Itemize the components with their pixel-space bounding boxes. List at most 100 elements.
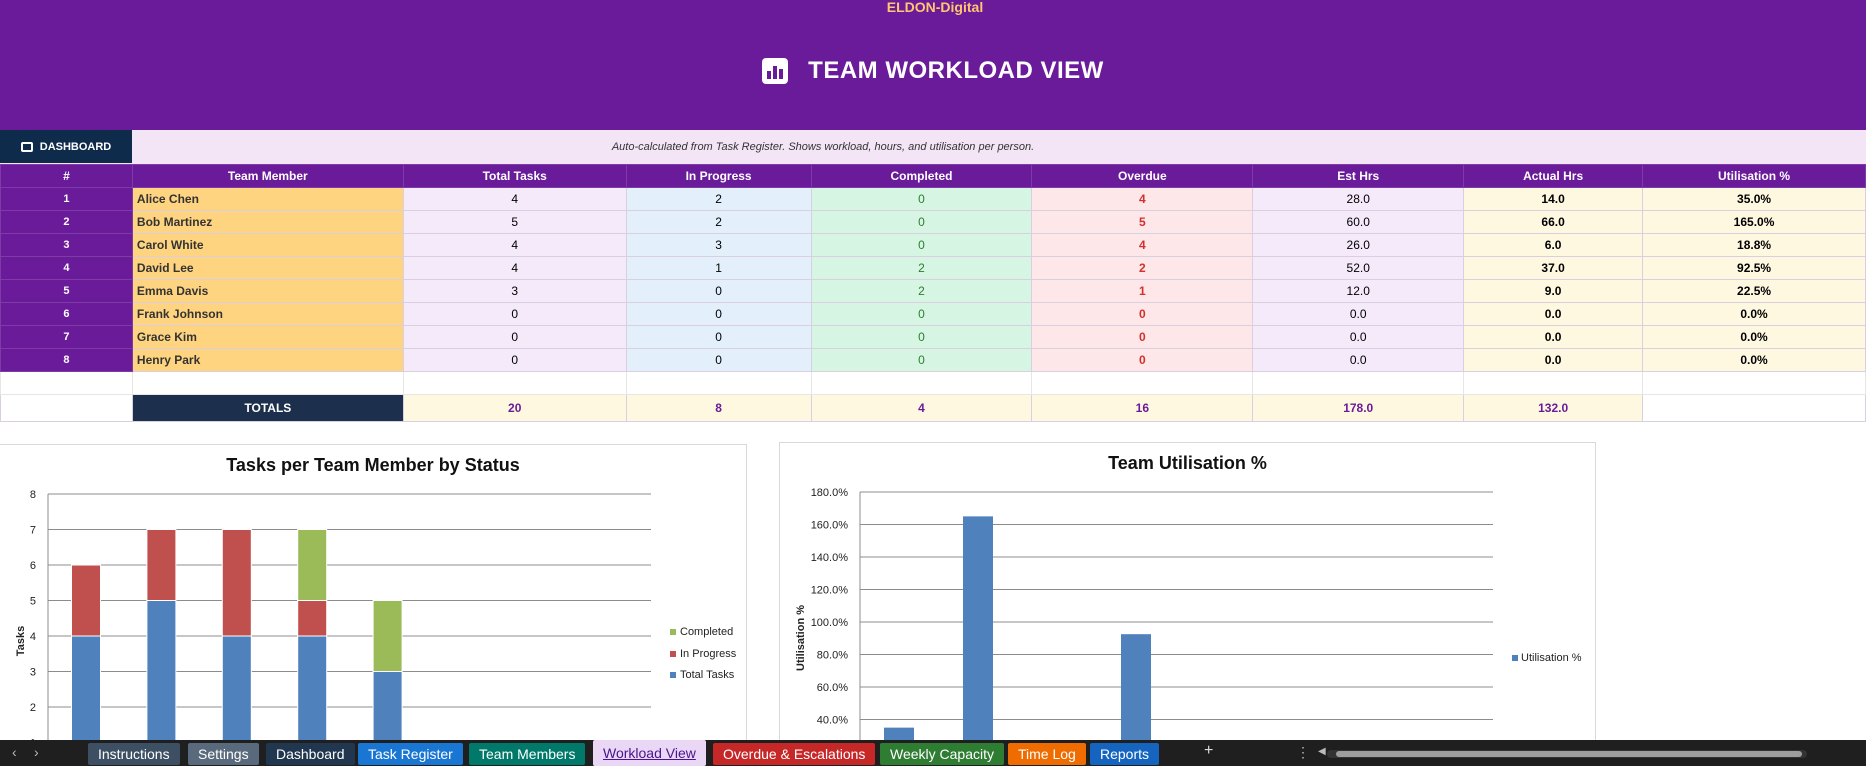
est-hrs-sum[interactable]: 178.0 — [1252, 394, 1465, 422]
in-progress-cell[interactable]: 0 — [625, 302, 812, 326]
more-options-icon[interactable]: ⋮ — [1296, 744, 1310, 760]
member-name[interactable]: Alice Chen — [131, 187, 404, 211]
est-hrs-cell[interactable]: 28.0 — [1252, 187, 1465, 211]
completed-cell[interactable]: 2 — [810, 279, 1033, 303]
sheet-tab-instructions[interactable]: Instructions — [88, 743, 180, 765]
in-progress-cell[interactable]: 2 — [625, 187, 812, 211]
utilisation-cell[interactable]: 22.5% — [1642, 279, 1866, 303]
total-tasks-cell[interactable]: 0 — [402, 302, 627, 326]
overdue-cell[interactable]: 2 — [1031, 256, 1254, 280]
sheet-tab-weekly-capacity[interactable]: Weekly Capacity — [880, 743, 1005, 765]
member-name[interactable]: Emma Davis — [131, 279, 404, 303]
row-number[interactable]: 7 — [0, 325, 133, 349]
utilisation-cell[interactable]: 0.0% — [1642, 302, 1866, 326]
total-tasks-cell[interactable]: 5 — [402, 210, 627, 234]
scroll-left-icon[interactable]: ◀ — [1318, 746, 1326, 757]
in-progress-cell[interactable]: 0 — [625, 279, 812, 303]
dashboard-icon — [20, 141, 33, 152]
completed-cell[interactable]: 0 — [810, 348, 1033, 372]
prev-sheet-button[interactable]: ‹ — [12, 744, 17, 760]
est-hrs-cell[interactable]: 52.0 — [1252, 256, 1465, 280]
overdue-cell[interactable]: 5 — [1031, 210, 1254, 234]
sheet-tab-settings[interactable]: Settings — [188, 743, 259, 765]
overdue-cell[interactable]: 4 — [1031, 233, 1254, 257]
actual-hrs-cell[interactable]: 37.0 — [1463, 256, 1644, 280]
row-number[interactable]: 5 — [0, 279, 133, 303]
est-hrs-cell[interactable]: 12.0 — [1252, 279, 1465, 303]
actual-hrs-cell[interactable]: 0.0 — [1463, 325, 1644, 349]
sheet-tab-overdue-escalations[interactable]: Overdue & Escalations — [713, 743, 876, 765]
completed-cell[interactable]: 0 — [810, 302, 1033, 326]
actual-hrs-cell[interactable]: 0.0 — [1463, 302, 1644, 326]
est-hrs-cell[interactable]: 60.0 — [1252, 210, 1465, 234]
completed-cell[interactable]: 0 — [810, 233, 1033, 257]
sheet-tab-workload-view[interactable]: Workload View — [593, 740, 706, 766]
actual-hrs-sum[interactable]: 132.0 — [1463, 394, 1644, 422]
overdue-cell[interactable]: 0 — [1031, 348, 1254, 372]
member-name[interactable]: Grace Kim — [131, 325, 404, 349]
est-hrs-cell[interactable]: 0.0 — [1252, 348, 1465, 372]
in-progress-cell[interactable]: 3 — [625, 233, 812, 257]
completed-cell[interactable]: 2 — [810, 256, 1033, 280]
total-tasks-cell[interactable]: 4 — [402, 256, 627, 280]
member-name[interactable]: Frank Johnson — [131, 302, 404, 326]
utilisation-chart[interactable]: Team Utilisation % 40.0% 60.0% 80.0% 100.0%… — [779, 442, 1596, 746]
overdue-cell[interactable]: 4 — [1031, 187, 1254, 211]
title-row: TEAM WORKLOAD VIEW — [0, 57, 1866, 85]
member-name[interactable]: Bob Martinez — [131, 210, 404, 234]
in-progress-cell[interactable]: 2 — [625, 210, 812, 234]
row-number[interactable]: 4 — [0, 256, 133, 280]
in-progress-cell[interactable]: 1 — [625, 256, 812, 280]
completed-sum[interactable]: 4 — [810, 394, 1033, 422]
dashboard-button[interactable]: DASHBOARD — [0, 130, 132, 163]
row-number[interactable]: 8 — [0, 348, 133, 372]
member-name[interactable]: David Lee — [131, 256, 404, 280]
actual-hrs-cell[interactable]: 14.0 — [1463, 187, 1644, 211]
row-number[interactable]: 6 — [0, 302, 133, 326]
row-number[interactable]: 1 — [0, 187, 133, 211]
total-tasks-cell[interactable]: 4 — [402, 187, 627, 211]
utilisation-cell[interactable]: 0.0% — [1642, 348, 1866, 372]
sheet-tab-dashboard[interactable]: Dashboard — [266, 743, 355, 765]
actual-hrs-cell[interactable]: 9.0 — [1463, 279, 1644, 303]
tasks-status-chart[interactable]: Tasks per Team Member by Status 12345678… — [0, 444, 747, 746]
total-tasks-sum[interactable]: 20 — [402, 394, 627, 422]
in-progress-cell[interactable]: 0 — [625, 325, 812, 349]
actual-hrs-cell[interactable]: 66.0 — [1463, 210, 1644, 234]
total-tasks-cell[interactable]: 0 — [402, 325, 627, 349]
actual-hrs-cell[interactable]: 6.0 — [1463, 233, 1644, 257]
est-hrs-cell[interactable]: 0.0 — [1252, 302, 1465, 326]
next-sheet-button[interactable]: › — [34, 744, 39, 760]
member-name[interactable]: Carol White — [131, 233, 404, 257]
utilisation-cell[interactable]: 18.8% — [1642, 233, 1866, 257]
actual-hrs-cell[interactable]: 0.0 — [1463, 348, 1644, 372]
totals-label[interactable]: TOTALS — [131, 394, 404, 422]
member-name[interactable]: Henry Park — [131, 348, 404, 372]
in-progress-cell[interactable]: 0 — [625, 348, 812, 372]
overdue-cell[interactable]: 0 — [1031, 325, 1254, 349]
completed-cell[interactable]: 0 — [810, 325, 1033, 349]
est-hrs-cell[interactable]: 0.0 — [1252, 325, 1465, 349]
in-progress-sum[interactable]: 8 — [625, 394, 812, 422]
total-tasks-cell[interactable]: 4 — [402, 233, 627, 257]
sheet-tab-reports[interactable]: Reports — [1090, 743, 1160, 765]
overdue-cell[interactable]: 1 — [1031, 279, 1254, 303]
row-number[interactable]: 3 — [0, 233, 133, 257]
utilisation-cell[interactable]: 165.0% — [1642, 210, 1866, 234]
overdue-cell[interactable]: 0 — [1031, 302, 1254, 326]
completed-cell[interactable]: 0 — [810, 210, 1033, 234]
overdue-sum[interactable]: 16 — [1031, 394, 1254, 422]
completed-cell[interactable]: 0 — [810, 187, 1033, 211]
est-hrs-cell[interactable]: 26.0 — [1252, 233, 1465, 257]
utilisation-cell[interactable]: 92.5% — [1642, 256, 1866, 280]
scrollbar-thumb[interactable] — [1336, 751, 1802, 757]
row-number[interactable]: 2 — [0, 210, 133, 234]
sheet-tab-task-register[interactable]: Task Register — [358, 743, 463, 765]
utilisation-cell[interactable]: 0.0% — [1642, 325, 1866, 349]
total-tasks-cell[interactable]: 0 — [402, 348, 627, 372]
total-tasks-cell[interactable]: 3 — [402, 279, 627, 303]
sheet-tab-time-log[interactable]: Time Log — [1008, 743, 1086, 765]
sheet-tab-team-members[interactable]: Team Members — [469, 743, 586, 765]
add-sheet-button[interactable]: + — [1204, 742, 1214, 759]
utilisation-cell[interactable]: 35.0% — [1642, 187, 1866, 211]
